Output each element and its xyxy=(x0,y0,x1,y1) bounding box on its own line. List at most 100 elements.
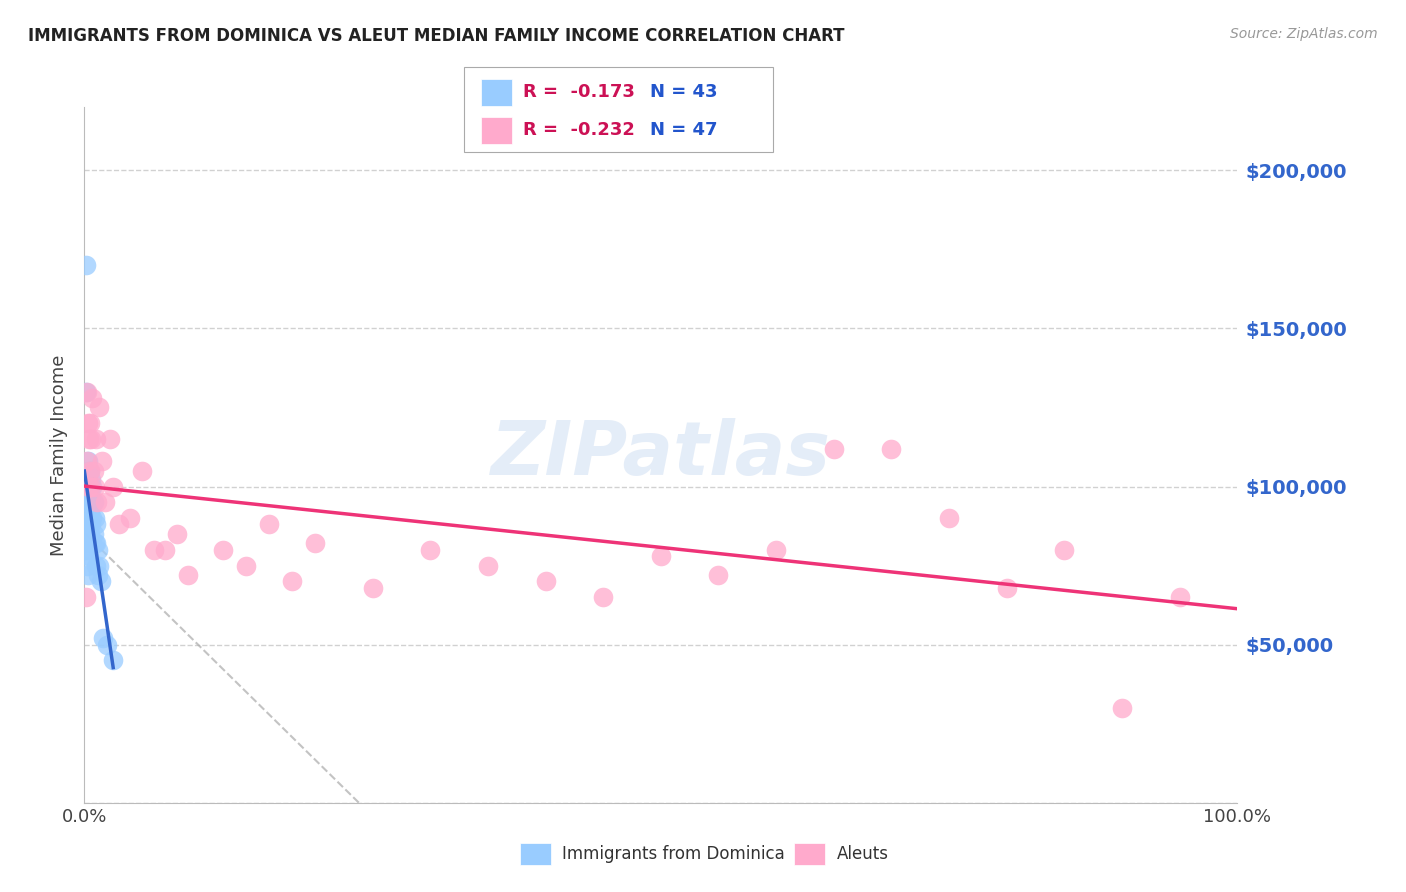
Point xyxy=(76,517,98,532)
Point xyxy=(166,527,188,541)
Point xyxy=(120,511,142,525)
Point xyxy=(938,511,960,525)
Point xyxy=(281,574,304,589)
Point xyxy=(79,464,101,478)
Point xyxy=(103,653,125,667)
Point xyxy=(77,464,100,478)
Point xyxy=(89,574,111,589)
Point xyxy=(76,479,98,493)
Point xyxy=(995,581,1018,595)
Point xyxy=(880,442,903,456)
Text: ZIPatlas: ZIPatlas xyxy=(491,418,831,491)
Point xyxy=(83,511,105,525)
Point xyxy=(90,454,112,468)
Point xyxy=(79,527,101,541)
Point xyxy=(80,473,103,487)
Point xyxy=(76,536,98,550)
Point xyxy=(80,432,103,446)
Point xyxy=(257,517,280,532)
Text: Immigrants from Dominica: Immigrants from Dominica xyxy=(562,845,785,863)
Point xyxy=(823,442,845,456)
Point xyxy=(76,542,98,557)
Point xyxy=(77,505,100,519)
Point xyxy=(76,558,98,573)
Point xyxy=(650,549,672,563)
Point xyxy=(82,511,104,525)
Point xyxy=(1053,542,1076,557)
Point xyxy=(75,591,97,605)
Point xyxy=(76,384,98,399)
Point xyxy=(1168,591,1191,605)
Point xyxy=(80,517,103,532)
Point xyxy=(76,495,98,509)
Point xyxy=(707,568,730,582)
Point xyxy=(361,581,384,595)
Text: Aleuts: Aleuts xyxy=(837,845,889,863)
Point xyxy=(76,479,98,493)
Point xyxy=(419,542,441,557)
Point xyxy=(87,568,110,582)
Point xyxy=(89,401,111,415)
Point xyxy=(77,432,100,446)
Point xyxy=(83,464,105,478)
Point xyxy=(82,479,104,493)
Point xyxy=(76,454,98,468)
Point xyxy=(84,558,107,573)
Point xyxy=(108,517,131,532)
Point xyxy=(77,527,100,541)
Point xyxy=(86,495,108,509)
Point xyxy=(76,417,98,431)
Point xyxy=(765,542,787,557)
Point xyxy=(87,542,110,557)
Point xyxy=(177,568,200,582)
Text: R =  -0.173: R = -0.173 xyxy=(523,83,636,102)
Point xyxy=(79,464,101,478)
Point xyxy=(83,479,105,493)
Text: Source: ZipAtlas.com: Source: ZipAtlas.com xyxy=(1230,27,1378,41)
Point xyxy=(77,486,100,500)
Point xyxy=(304,536,326,550)
Point xyxy=(1111,701,1133,715)
Point xyxy=(98,432,121,446)
Point xyxy=(83,527,105,541)
Point xyxy=(77,549,100,563)
Point xyxy=(84,536,107,550)
Y-axis label: Median Family Income: Median Family Income xyxy=(51,354,69,556)
Point xyxy=(153,542,176,557)
Point xyxy=(142,542,165,557)
Point xyxy=(80,492,103,507)
Text: N = 43: N = 43 xyxy=(650,83,717,102)
Point xyxy=(80,479,103,493)
Point xyxy=(89,558,111,573)
Point xyxy=(75,384,97,399)
Point xyxy=(82,391,104,405)
Point xyxy=(77,479,100,493)
Point xyxy=(76,517,98,532)
Point xyxy=(79,479,101,493)
Point xyxy=(75,258,97,272)
Point xyxy=(131,464,153,478)
Point xyxy=(83,495,105,509)
Point xyxy=(76,568,98,582)
Point xyxy=(84,432,107,446)
Point xyxy=(83,536,105,550)
Text: N = 47: N = 47 xyxy=(650,121,717,139)
Point xyxy=(477,558,499,573)
Point xyxy=(96,638,118,652)
Point xyxy=(79,505,101,519)
Point xyxy=(75,495,97,509)
Point xyxy=(211,542,233,557)
Point xyxy=(103,479,125,493)
Point xyxy=(75,542,97,557)
Point xyxy=(235,558,257,573)
Point xyxy=(76,495,98,509)
Point xyxy=(76,454,98,468)
Point xyxy=(592,591,614,605)
Point xyxy=(94,495,117,509)
Text: R =  -0.232: R = -0.232 xyxy=(523,121,636,139)
Text: IMMIGRANTS FROM DOMINICA VS ALEUT MEDIAN FAMILY INCOME CORRELATION CHART: IMMIGRANTS FROM DOMINICA VS ALEUT MEDIAN… xyxy=(28,27,845,45)
Point xyxy=(79,417,101,431)
Point xyxy=(84,517,107,532)
Point xyxy=(534,574,557,589)
Point xyxy=(91,632,114,646)
